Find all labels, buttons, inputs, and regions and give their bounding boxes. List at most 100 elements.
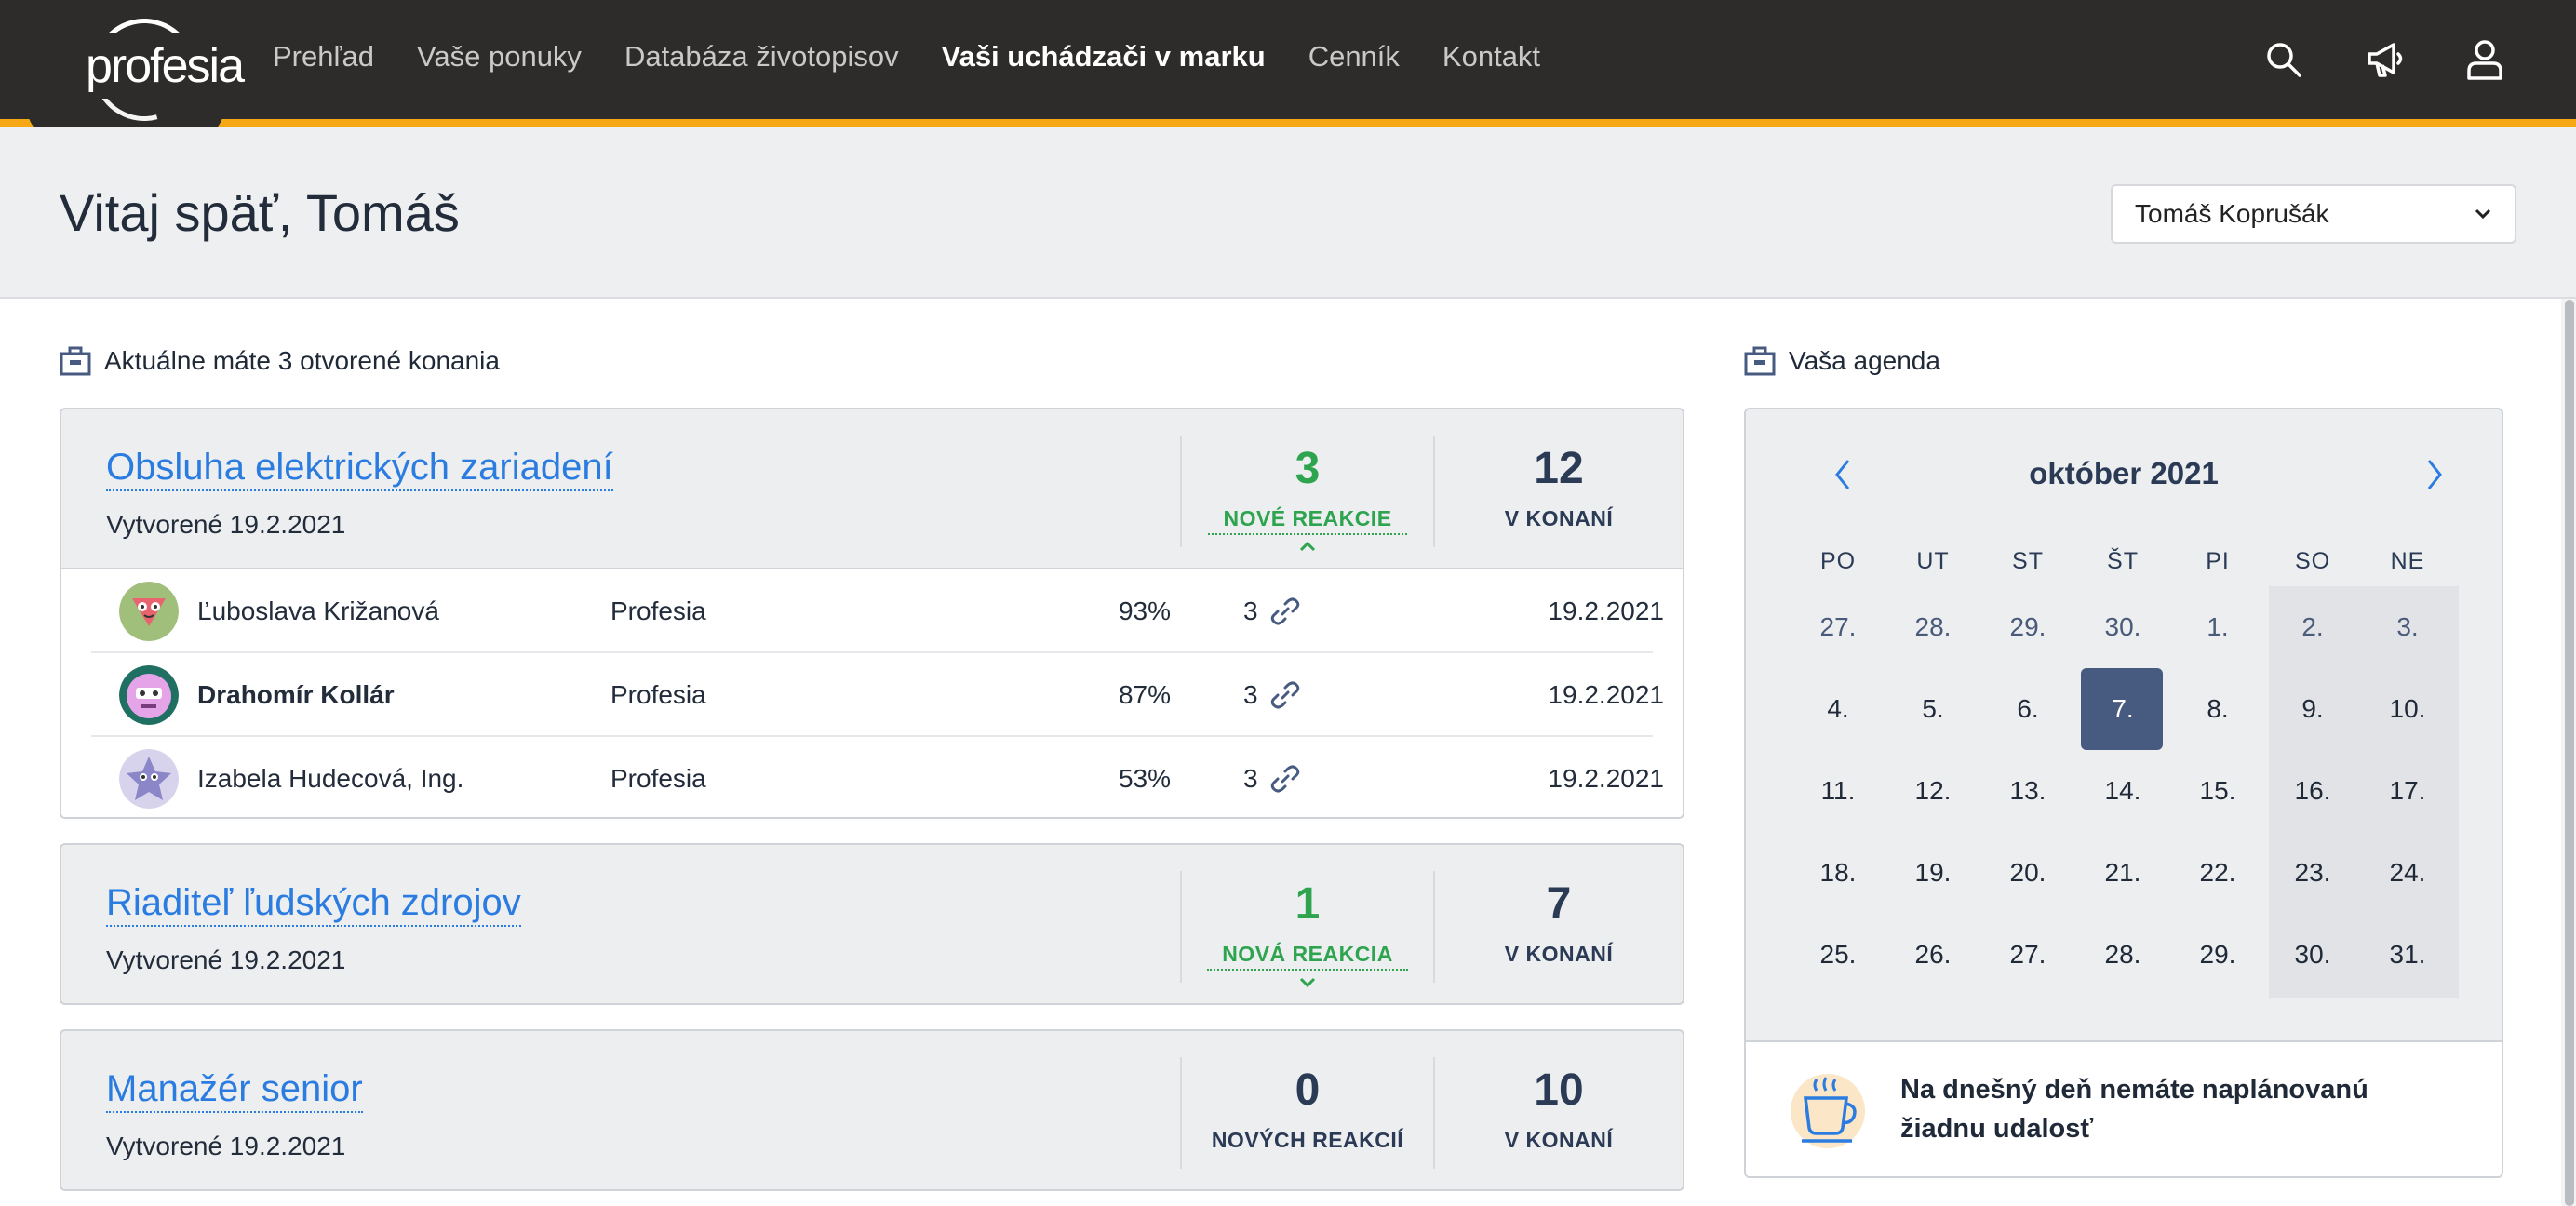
megaphone-icon[interactable]	[2362, 35, 2410, 84]
calendar-day[interactable]: 14.	[2075, 750, 2170, 832]
calendar-day[interactable]: 10.	[2360, 668, 2455, 750]
nav-item-prehlad[interactable]: Prehľad	[273, 40, 374, 73]
calendar-day-number: 29.	[2199, 940, 2236, 969]
calendar-day[interactable]: 31.	[2360, 914, 2455, 996]
nav-item-vase-ponuky[interactable]: Vaše ponuky	[417, 40, 582, 73]
calendar-day[interactable]: 5.	[1885, 668, 1980, 750]
position-title-link[interactable]: Obsluha elektrických zariadení	[106, 445, 613, 491]
position-created-date: Vytvorené 19.2.2021	[106, 945, 346, 974]
calendar-day[interactable]: 28.	[1885, 586, 1980, 668]
candidate-match: 53%	[1118, 764, 1171, 793]
position-card-header: Riaditeľ ľudských zdrojov Vytvorené 19.2…	[61, 845, 1683, 1003]
new-reactions-stat[interactable]: 1 NOVÁ REAKCIA	[1182, 878, 1433, 987]
calendar-day[interactable]: 6.	[1980, 668, 2075, 750]
calendar-day[interactable]: 20.	[1980, 832, 2075, 914]
candidate-links[interactable]: 3	[1243, 737, 1301, 817]
calendar-day[interactable]: 23.	[2265, 832, 2360, 914]
position-card-header: Manažér senior Vytvorené 19.2.2021 0 NOV…	[61, 1031, 1683, 1189]
candidate-name[interactable]: Izabela Hudecová, Ing.	[197, 764, 464, 793]
calendar-day[interactable]: 30.	[2075, 586, 2170, 668]
chevron-left-icon[interactable]	[1824, 456, 1861, 493]
calendar-day-number: 15.	[2199, 776, 2236, 805]
candidate-name[interactable]: Ľuboslava Križanová	[197, 596, 439, 625]
calendar-day-number: 23.	[2294, 858, 2331, 887]
calendar-day[interactable]: 3.	[2360, 586, 2455, 668]
calendar-day-number: 8.	[2207, 694, 2229, 723]
candidate-match: 87%	[1118, 680, 1171, 709]
candidate-row[interactable]: Drahomír Kollár Profesia 87% 3 19.2.2021	[91, 653, 1664, 737]
search-icon[interactable]	[2260, 35, 2308, 84]
calendar-day[interactable]: 11.	[1791, 750, 1885, 832]
position-title-link[interactable]: Manažér senior	[106, 1066, 363, 1113]
calendar-day[interactable]: 27.	[1791, 586, 1885, 668]
position-card: Manažér senior Vytvorené 19.2.2021 0 NOV…	[60, 1029, 1684, 1191]
chevron-up-icon[interactable]	[1298, 541, 1317, 552]
calendar-day[interactable]: 4.	[1791, 668, 1885, 750]
candidate-row[interactable]: Izabela Hudecová, Ing. Profesia 53% 3 19…	[91, 737, 1664, 817]
agenda-empty-message: Na dnešný deň nemáte naplánovanú žiadnu …	[1900, 1075, 2368, 1144]
calendar-day-number: 27.	[1819, 612, 1857, 641]
calendar-day-number: 16.	[2294, 776, 2331, 805]
scrollbar-thumb[interactable]	[2565, 300, 2574, 1206]
calendar-day[interactable]: 27.	[1980, 914, 2075, 996]
user-icon[interactable]	[2461, 35, 2509, 84]
calendar-day-number: 28.	[1914, 612, 1952, 641]
calendar-day[interactable]: 25.	[1791, 914, 1885, 996]
agenda-empty-state: Na dnešný deň nemáte naplánovanú žiadnu …	[1746, 1040, 2502, 1176]
calendar-day-number: 29.	[2009, 612, 2046, 641]
candidate-row[interactable]: Ľuboslava Križanová Profesia 93% 3 19.2.…	[91, 570, 1664, 653]
new-reactions-stat[interactable]: 0 NOVÝCH REAKCIÍ	[1182, 1065, 1433, 1153]
calendar-day[interactable]: 17.	[2360, 750, 2455, 832]
calendar-day[interactable]: 22.	[2170, 832, 2265, 914]
calendar-day[interactable]: 1.	[2170, 586, 2265, 668]
logo[interactable]: profesia	[28, 0, 247, 149]
nav-item-cennik[interactable]: Cenník	[1308, 40, 1400, 73]
calendar-day[interactable]: 21.	[2075, 832, 2170, 914]
new-reactions-label: NOVÉ REAKCIE	[1208, 506, 1407, 535]
calendar-day[interactable]: 15.	[2170, 750, 2265, 832]
nav-item-kontakt[interactable]: Kontakt	[1442, 40, 1541, 73]
calendar-day[interactable]: 29.	[1980, 586, 2075, 668]
nav-item-databaza-zivotopisov[interactable]: Databáza životopisov	[624, 40, 899, 73]
new-reactions-stat[interactable]: 3 NOVÉ REAKCIE	[1182, 443, 1433, 552]
chevron-right-icon[interactable]	[2416, 456, 2453, 493]
calendar-day[interactable]: 9.	[2265, 668, 2360, 750]
calendar-day[interactable]: 28.	[2075, 914, 2170, 996]
calendar-day[interactable]: 12.	[1885, 750, 1980, 832]
candidate-name[interactable]: Drahomír Kollár	[197, 680, 395, 709]
calendar-day[interactable]: 19.	[1885, 832, 1980, 914]
chevron-down-icon[interactable]	[1298, 976, 1317, 987]
calendar-day-number: 30.	[2294, 940, 2331, 969]
calendar-day-today[interactable]: 7.	[2075, 668, 2170, 750]
calendar-day[interactable]: 13.	[1980, 750, 2075, 832]
in-process-stat[interactable]: 7 V KONANÍ	[1433, 878, 1683, 967]
position-created-date: Vytvorené 19.2.2021	[106, 1132, 346, 1160]
candidate-links[interactable]: 3	[1243, 570, 1301, 653]
calendar-day[interactable]: 30.	[2265, 914, 2360, 996]
calendar-day-number: 2.	[2301, 612, 2324, 641]
position-card: Riaditeľ ľudských zdrojov Vytvorené 19.2…	[60, 843, 1684, 1005]
calendar-day[interactable]: 16.	[2265, 750, 2360, 832]
agenda-section-label: Vaša agenda	[1789, 346, 1940, 375]
position-title-link[interactable]: Riaditeľ ľudských zdrojov	[106, 880, 521, 927]
in-process-stat[interactable]: 10 V KONANÍ	[1433, 1065, 1683, 1153]
accent-stripe	[0, 119, 2576, 127]
top-navigation-bar	[0, 0, 2576, 119]
calendar-day-number: 6.	[2017, 694, 2039, 723]
calendar-day-number: 3.	[2396, 612, 2419, 641]
in-process-stat[interactable]: 12 V KONANÍ	[1433, 443, 1683, 531]
in-process-label: V KONANÍ	[1504, 1128, 1614, 1152]
calendar-day[interactable]: 26.	[1885, 914, 1980, 996]
nav-item-vasi-uchadzaci[interactable]: Vaši uchádzači v marku	[941, 40, 1266, 73]
candidate-links[interactable]: 3	[1243, 653, 1301, 737]
calendar-day[interactable]: 8.	[2170, 668, 2265, 750]
weekday-header: UT	[1916, 547, 1950, 574]
calendar-day[interactable]: 29.	[2170, 914, 2265, 996]
candidate-links-count: 3	[1243, 680, 1258, 709]
calendar-day[interactable]: 24.	[2360, 832, 2455, 914]
user-select[interactable]: Tomáš Koprušák	[2111, 184, 2516, 244]
calendar-day[interactable]: 2.	[2265, 586, 2360, 668]
calendar-day[interactable]: 18.	[1791, 832, 1885, 914]
candidate-date: 19.2.2021	[1548, 680, 1664, 709]
new-reactions-label: NOVÁ REAKCIA	[1207, 942, 1408, 971]
